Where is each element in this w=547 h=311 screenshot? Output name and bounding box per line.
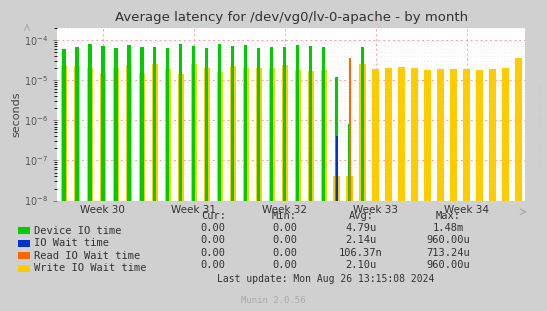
Bar bbox=[75, 47, 79, 201]
Title: Average latency for /dev/vg0/lv-0-apache - by month: Average latency for /dev/vg0/lv-0-apache… bbox=[115, 11, 468, 24]
Bar bbox=[138, 73, 145, 201]
Bar bbox=[463, 69, 470, 201]
Bar bbox=[309, 46, 312, 201]
Text: 0.00: 0.00 bbox=[272, 260, 297, 270]
Text: 0.00: 0.00 bbox=[201, 235, 226, 245]
Text: Munin 2.0.56: Munin 2.0.56 bbox=[241, 296, 306, 305]
Bar bbox=[294, 70, 301, 201]
Text: Last update: Mon Aug 26 13:15:08 2024: Last update: Mon Aug 26 13:15:08 2024 bbox=[217, 274, 434, 284]
Bar bbox=[140, 47, 143, 201]
Bar bbox=[476, 70, 483, 201]
Text: 960.00u: 960.00u bbox=[427, 260, 470, 270]
Y-axis label: seconds: seconds bbox=[11, 91, 21, 137]
Bar bbox=[270, 47, 274, 201]
Bar bbox=[502, 68, 509, 201]
Bar bbox=[361, 47, 364, 201]
Bar bbox=[424, 70, 431, 201]
Bar bbox=[153, 48, 156, 201]
Bar bbox=[178, 74, 184, 201]
Text: 106.37n: 106.37n bbox=[339, 248, 383, 258]
Text: Max:: Max: bbox=[436, 211, 461, 221]
Text: RRDTOOL / TOBI OETIKER: RRDTOOL / TOBI OETIKER bbox=[538, 83, 543, 166]
Bar bbox=[114, 48, 118, 201]
Text: Write IO Wait time: Write IO Wait time bbox=[34, 263, 147, 273]
Bar bbox=[255, 68, 262, 201]
Text: IO Wait time: IO Wait time bbox=[34, 238, 109, 248]
Bar bbox=[490, 68, 496, 201]
Bar bbox=[244, 45, 247, 201]
Text: 2.14u: 2.14u bbox=[345, 235, 377, 245]
Bar bbox=[230, 66, 236, 201]
Bar bbox=[203, 67, 210, 201]
Text: 0.00: 0.00 bbox=[201, 223, 226, 233]
Text: 713.24u: 713.24u bbox=[427, 248, 470, 258]
Bar bbox=[126, 65, 132, 201]
Bar bbox=[373, 69, 379, 201]
Bar bbox=[217, 72, 223, 201]
Bar bbox=[307, 71, 314, 201]
Bar bbox=[61, 65, 67, 201]
Bar bbox=[398, 67, 405, 201]
Bar bbox=[386, 68, 392, 201]
Bar bbox=[88, 44, 91, 201]
Text: 0.00: 0.00 bbox=[201, 260, 226, 270]
Bar bbox=[101, 46, 104, 201]
Bar bbox=[334, 176, 340, 201]
Bar bbox=[411, 68, 418, 201]
Bar bbox=[346, 176, 353, 201]
Bar bbox=[269, 68, 275, 201]
Bar bbox=[348, 124, 351, 201]
Bar bbox=[335, 77, 339, 201]
Bar bbox=[62, 49, 66, 201]
Text: Read IO Wait time: Read IO Wait time bbox=[34, 251, 140, 261]
Bar bbox=[336, 136, 337, 201]
Text: Cur:: Cur: bbox=[201, 211, 226, 221]
Text: 0.00: 0.00 bbox=[272, 235, 297, 245]
Bar bbox=[257, 48, 260, 201]
Text: Min:: Min: bbox=[272, 211, 297, 221]
Bar bbox=[231, 46, 235, 201]
Bar bbox=[190, 64, 197, 201]
Bar bbox=[127, 45, 131, 201]
Bar bbox=[359, 64, 366, 201]
Text: 0.00: 0.00 bbox=[201, 248, 226, 258]
Bar bbox=[113, 68, 119, 201]
Bar bbox=[165, 69, 171, 201]
Bar bbox=[179, 44, 183, 201]
Bar bbox=[166, 48, 170, 201]
Bar bbox=[205, 48, 208, 201]
Text: 960.00u: 960.00u bbox=[427, 235, 470, 245]
Text: 4.79u: 4.79u bbox=[345, 223, 377, 233]
Bar bbox=[86, 68, 93, 201]
Text: 1.48m: 1.48m bbox=[433, 223, 464, 233]
Bar bbox=[100, 73, 106, 201]
Bar bbox=[74, 66, 80, 201]
Text: 0.00: 0.00 bbox=[272, 223, 297, 233]
Bar bbox=[349, 58, 351, 201]
Text: 2.10u: 2.10u bbox=[345, 260, 377, 270]
Bar bbox=[283, 47, 287, 201]
Bar bbox=[438, 69, 444, 201]
Bar bbox=[282, 65, 288, 201]
Bar bbox=[218, 44, 222, 201]
Bar bbox=[322, 47, 325, 201]
Text: Device IO time: Device IO time bbox=[34, 226, 121, 236]
Bar bbox=[152, 64, 158, 201]
Bar bbox=[242, 68, 249, 201]
Bar bbox=[450, 69, 457, 201]
Bar bbox=[321, 70, 327, 201]
Text: Avg:: Avg: bbox=[348, 211, 374, 221]
Text: 0.00: 0.00 bbox=[272, 248, 297, 258]
Bar bbox=[192, 46, 195, 201]
Bar bbox=[515, 58, 522, 201]
Bar bbox=[296, 45, 299, 201]
